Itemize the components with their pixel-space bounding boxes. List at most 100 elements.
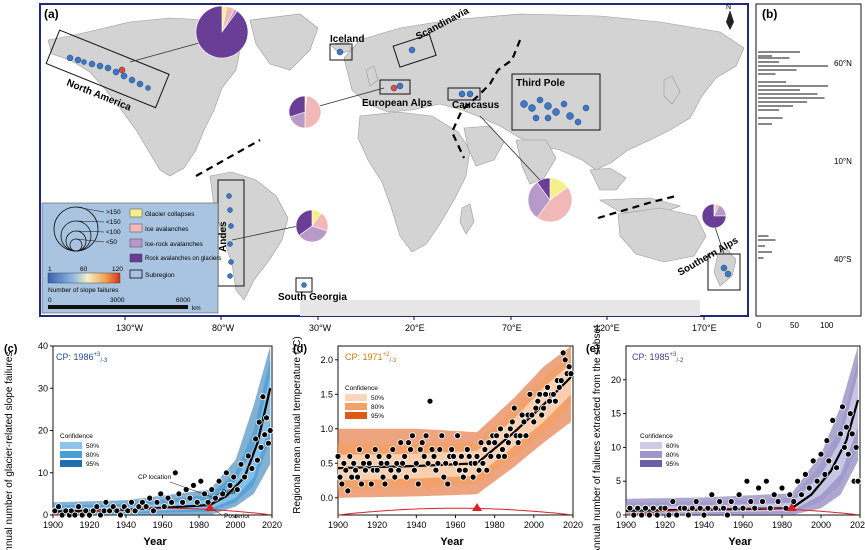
c-point-21 xyxy=(124,507,132,515)
svg-text:50%: 50% xyxy=(86,443,99,450)
c-point-54 xyxy=(244,452,252,460)
swatch-glacier-collapses xyxy=(129,208,143,218)
lon-170e: 170°E xyxy=(692,323,717,333)
d-point-10 xyxy=(354,473,362,481)
pie-slice-third-pole-3 xyxy=(536,177,551,201)
e-point-55 xyxy=(837,430,844,438)
panel-d-ylabel: Regional mean annual temperature (°C) xyxy=(292,336,303,513)
c-point-15 xyxy=(102,498,110,506)
colorbar-tick-120: 120 xyxy=(112,266,123,273)
e-point-15 xyxy=(685,511,692,519)
c-xtick-label-1: 1920 xyxy=(79,520,99,530)
pie-charts xyxy=(195,5,727,243)
swatch-rock-avalanches xyxy=(129,253,143,263)
c-ann-prior: Prior xyxy=(222,489,237,496)
swatch-ice-avalanches xyxy=(129,223,143,233)
d-point-96 xyxy=(522,432,530,440)
svg-text:60%: 60% xyxy=(666,443,679,450)
e-point-52 xyxy=(825,457,833,465)
d-point-32 xyxy=(397,439,405,447)
size-label-50: <50 xyxy=(106,239,117,246)
d-point-50 xyxy=(432,466,440,474)
d-point-110 xyxy=(550,390,557,398)
e-point-11 xyxy=(669,498,677,505)
c-point-33 xyxy=(168,498,176,506)
panel-a-label: (a) xyxy=(44,7,59,21)
region-label-third-pole: Third Pole xyxy=(516,78,565,89)
c-point-52 xyxy=(237,460,245,468)
box-caucasus xyxy=(447,87,481,101)
colorbar-tick-60: 60 xyxy=(80,266,88,273)
land-eurasia xyxy=(343,13,745,171)
e-point-32 xyxy=(751,504,759,512)
panel-b-y-ticks: 60°N 10°N 40°S xyxy=(834,59,852,264)
lon-tick-labels: 130°W 80°W 30°W 20°E 70°E 120°E 170°E xyxy=(116,316,717,333)
d-point-69 xyxy=(469,473,477,481)
c-point-19 xyxy=(117,511,124,519)
c-point-60 xyxy=(259,393,267,401)
subregion-boxes xyxy=(45,29,741,293)
e-point-16 xyxy=(688,504,696,512)
e-point-34 xyxy=(759,498,766,505)
b-x-100: 100 xyxy=(820,321,834,330)
c-point-49 xyxy=(226,481,234,489)
d-point-80 xyxy=(491,439,499,447)
d-point-9 xyxy=(352,466,360,474)
d-point-108 xyxy=(546,397,553,405)
e-point-51 xyxy=(823,437,831,445)
svg-text:80%: 80% xyxy=(86,452,99,459)
c-point-37 xyxy=(182,486,190,494)
svg-text:3000: 3000 xyxy=(110,297,125,304)
land-australia xyxy=(617,207,707,263)
panel-d-label: (d) xyxy=(293,343,307,355)
c-point-46 xyxy=(215,477,223,485)
d-point-62 xyxy=(455,466,463,474)
c-point-13 xyxy=(97,511,104,519)
c-point-28 xyxy=(149,507,157,515)
c-point-61 xyxy=(261,431,269,439)
c-xtick-label-0: 1900 xyxy=(43,520,63,530)
size-label-150-plus: >150 xyxy=(106,209,121,216)
d-point-86 xyxy=(502,432,510,440)
c-point-6 xyxy=(71,511,79,519)
d-point-99 xyxy=(528,411,536,419)
c-point-24 xyxy=(135,503,143,511)
legend-size-labels: >150 <150 <100 <50 xyxy=(106,209,121,246)
e-point-9 xyxy=(661,504,669,512)
d-point-51 xyxy=(434,459,442,467)
c-point-26 xyxy=(142,503,150,511)
d-point-55 xyxy=(442,459,450,467)
land-north-america xyxy=(47,17,241,177)
d-point-25 xyxy=(383,459,391,467)
e-point-59 xyxy=(844,450,852,458)
c-point-27 xyxy=(146,494,154,502)
pie-slice-andes-2 xyxy=(298,225,328,243)
d-point-92 xyxy=(514,439,522,447)
region-label-iceland: Iceland xyxy=(330,34,364,45)
svg-text:0: 0 xyxy=(48,297,52,304)
panel-d: (d) Regional mean annual temperature (°C… xyxy=(292,336,583,548)
e-point-42 xyxy=(790,498,798,505)
c-point-41 xyxy=(197,477,205,485)
chart-d-plot: 1900 1920 1940 1960 1980 2000 2020 0.0 0.5 1.0 1.5… xyxy=(320,345,583,530)
d-xlabel: Year xyxy=(440,536,464,548)
c-point-63 xyxy=(264,439,272,447)
e-point-28 xyxy=(735,491,743,499)
c-point-17 xyxy=(109,503,117,511)
d-point-60 xyxy=(452,459,459,467)
d-point-45 xyxy=(422,432,430,440)
d-point-72 xyxy=(475,466,483,474)
c-point-32 xyxy=(164,494,172,502)
c-point-8 xyxy=(78,511,86,519)
d-point-19 xyxy=(371,446,379,453)
c-ann-posterior: Posterior xyxy=(224,513,251,520)
c-xtick-label-4: 1980 xyxy=(189,520,209,530)
e-xtick-label-2: 1940 xyxy=(694,520,714,530)
d-point-82 xyxy=(495,452,503,460)
panel-b-latitude-histogram: (b) 60°N 10°N 40°S 0 50 100 xyxy=(755,3,862,330)
d-point-102 xyxy=(534,397,542,405)
d-xtick-label-1: 1920 xyxy=(367,520,387,530)
c-point-12 xyxy=(93,503,101,511)
cat-ice-avalanches: Ice avalanches xyxy=(145,226,189,233)
colorbar-tick-1: 1 xyxy=(48,266,52,273)
